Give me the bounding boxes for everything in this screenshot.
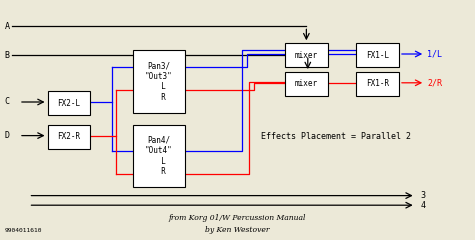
Text: 2/R: 2/R [428, 78, 443, 87]
Text: C: C [5, 97, 10, 107]
Text: mixer: mixer [295, 51, 318, 60]
FancyBboxPatch shape [133, 50, 185, 113]
Text: Effects Placement = Parallel 2: Effects Placement = Parallel 2 [261, 132, 411, 141]
Text: Pan4/
"Out4"
  L
  R: Pan4/ "Out4" L R [145, 136, 173, 176]
FancyBboxPatch shape [48, 91, 90, 115]
Text: FX1-R: FX1-R [366, 79, 389, 89]
Text: 4: 4 [420, 201, 426, 210]
Text: mixer: mixer [295, 79, 318, 89]
Text: 3: 3 [420, 191, 426, 200]
FancyBboxPatch shape [48, 125, 90, 149]
FancyBboxPatch shape [356, 43, 399, 67]
Text: FX2-R: FX2-R [57, 132, 80, 141]
Text: 9904011610: 9904011610 [5, 228, 42, 233]
Text: A: A [5, 22, 10, 31]
FancyBboxPatch shape [285, 43, 328, 67]
Text: D: D [5, 131, 10, 140]
Text: from Korg 01/W Percussion Manual: from Korg 01/W Percussion Manual [169, 214, 306, 222]
Text: Pan3/
"Out3"
  L
  R: Pan3/ "Out3" L R [145, 61, 173, 102]
FancyBboxPatch shape [285, 72, 328, 96]
Text: by Ken Westover: by Ken Westover [205, 226, 270, 234]
FancyBboxPatch shape [133, 125, 185, 187]
Text: B: B [5, 51, 10, 60]
Text: 1/L: 1/L [428, 49, 443, 59]
Text: FX2-L: FX2-L [57, 99, 80, 108]
Text: FX1-L: FX1-L [366, 51, 389, 60]
FancyBboxPatch shape [356, 72, 399, 96]
